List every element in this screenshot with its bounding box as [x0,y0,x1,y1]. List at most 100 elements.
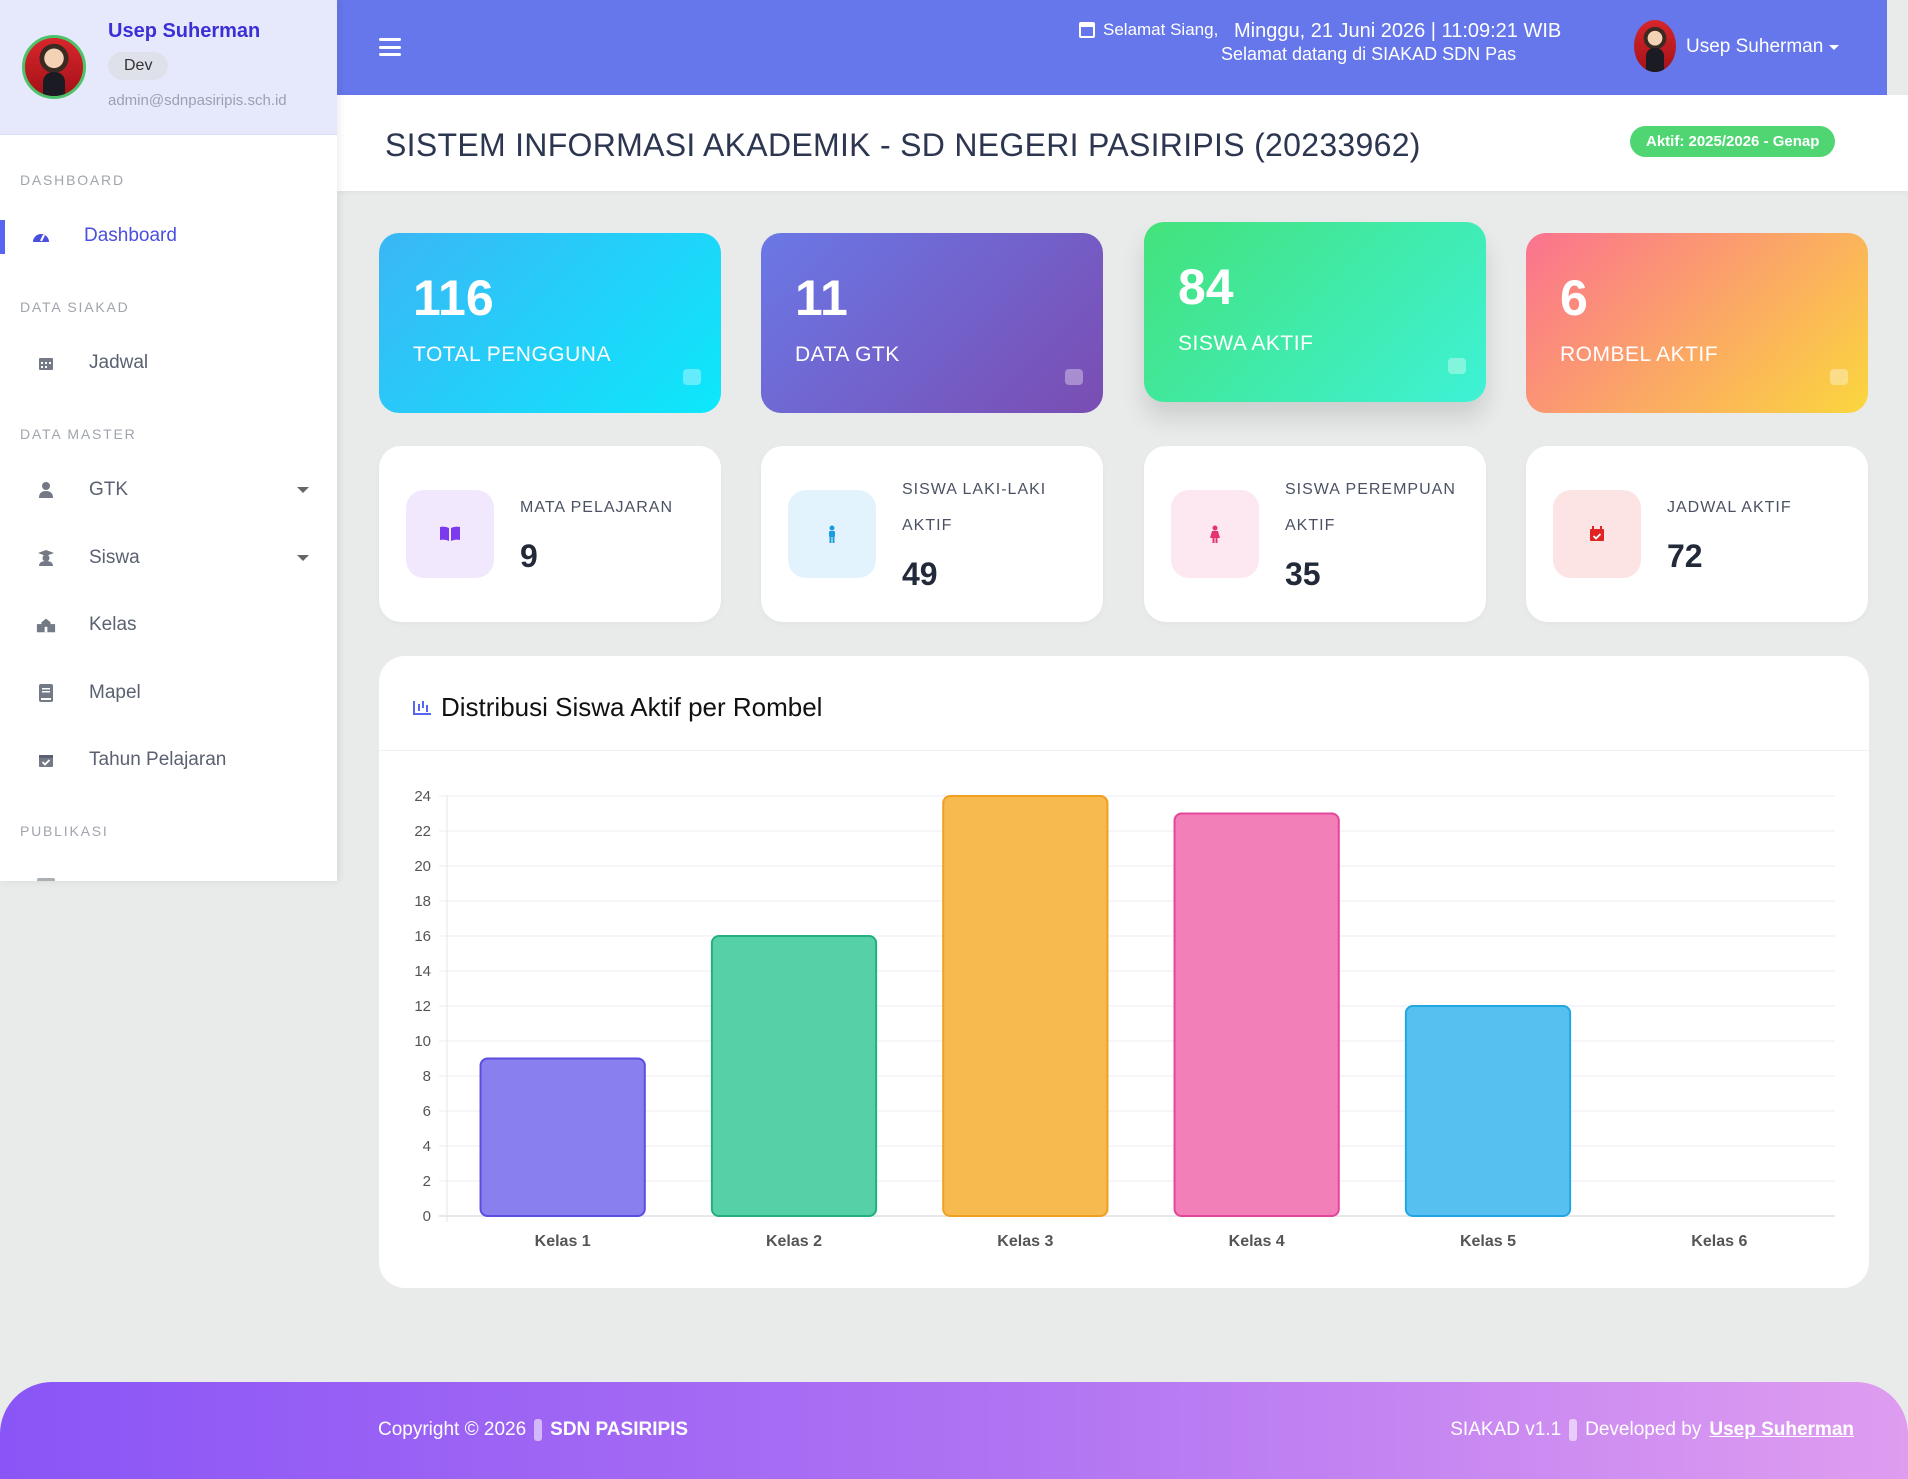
stat-label: SISWA AKTIF [1178,332,1314,355]
topbar: Selamat Siang, Minggu, 21 Juni 2026 | 11… [337,0,1887,95]
section-label-dashboard: DASHBOARD [20,172,125,188]
y-tick-label: 0 [423,1208,431,1225]
stat-label: ROMBEL AKTIF [1560,343,1719,366]
stat-label: DATA GTK [795,343,900,366]
mini-card-jadwal-aktif[interactable]: JADWAL AKTIF 72 [1526,446,1868,622]
chart-title-text: Distribusi Siswa Aktif per Rombel [441,692,823,722]
stat-value: 11 [795,270,848,326]
x-tick-label: Kelas 1 [535,1233,591,1250]
chevron-down-icon [297,487,309,493]
newspaper-icon [36,876,56,881]
role-badge: Dev [108,52,169,80]
stat-value: 6 [1560,270,1588,326]
mini-card-siswa-laki-laki[interactable]: SISWA LAKI-LAKI AKTIF 49 [761,446,1103,622]
chart-divider [379,750,1869,751]
sidebar-item-label: GTK [89,479,129,500]
clock-datetime: Minggu, 21 Juni 2026 | 11:09:21 WIB [1234,20,1562,42]
page-header: SISTEM INFORMASI AKADEMIK - SD NEGERI PA… [337,95,1908,191]
stat-card-rombel-aktif[interactable]: 6 ROMBEL AKTIF [1526,233,1868,413]
section-label-data-siakad: DATA SIAKAD [20,299,130,315]
mini-label: SISWA LAKI-LAKI AKTIF [902,481,1047,534]
greeting-text: Selamat Siang, [1103,20,1219,39]
stat-card-siswa-aktif[interactable]: 84 SISWA AKTIF [1144,222,1486,402]
x-tick-label: Kelas 5 [1460,1233,1516,1250]
sidebar-item-tahun-pelajaran[interactable]: Tahun Pelajaran [0,740,337,780]
sidebar-item-label: Tahun Pelajaran [89,749,227,770]
user-menu-name: Usep Suherman [1686,36,1824,57]
y-tick-label: 10 [414,1033,431,1050]
mini-value: 49 [902,556,938,592]
sidebar-item-label: Dashboard [84,225,177,246]
bar [710,935,878,1217]
calendar-check-icon [36,750,56,770]
greeting: Selamat Siang, [1079,20,1218,40]
x-tick-label: Kelas 4 [1229,1233,1285,1250]
x-tick-label: Kelas 6 [1691,1233,1747,1250]
y-tick-label: 16 [414,928,431,945]
section-label-data-master: DATA MASTER [20,426,137,442]
calendar-icon [36,353,56,373]
profile-email: admin@sdnpasiripis.sch.id [108,92,287,109]
school-name: SDN PASIRIPIS [550,1419,689,1440]
bar [479,1057,646,1217]
y-tick-label: 8 [423,1068,431,1085]
developed-by-text: Developed by [1585,1419,1702,1440]
y-tick-label: 24 [414,788,431,805]
user-tie-icon [36,480,56,500]
sidebar-item-siswa[interactable]: Siswa [0,538,337,578]
sidebar-item-mapel[interactable]: Mapel [0,673,337,713]
footer-right: SIAKAD v1.1 Developed by Usep Suherman [1450,1419,1854,1441]
y-tick-label: 14 [414,963,431,980]
profile-name: Usep Suherman [108,20,261,42]
user-menu[interactable]: Usep Suherman [1686,36,1840,58]
chart-bar-icon [413,700,431,715]
school-icon [36,615,56,635]
sidebar-item-label: Siswa [89,547,140,568]
page-title: SISTEM INFORMASI AKADEMIK - SD NEGERI PA… [385,127,1421,163]
sidebar-item-gtk[interactable]: GTK [0,470,337,510]
y-tick-label: 2 [423,1173,431,1190]
mini-value: 35 [1285,556,1321,592]
stat-label: TOTAL PENGGUNA [413,343,611,366]
avatar[interactable] [22,35,86,99]
footer: Copyright © 2026 SDN PASIRIPIS SIAKAD v1… [0,1382,1908,1479]
sidebar-item-label: Kelas [89,614,137,635]
sidebar-item-dashboard[interactable]: Dashboard [0,216,337,256]
footer-left: Copyright © 2026 SDN PASIRIPIS [378,1419,688,1441]
chart-title: Distribusi Siswa Aktif per Rombel [413,692,822,723]
stat-value: 116 [413,270,494,326]
mini-label: MATA PELAJARAN [520,499,673,516]
stat-card-data-gtk[interactable]: 11 DATA GTK [761,233,1103,413]
sidebar: Usep Suherman Dev admin@sdnpasiripis.sch… [0,0,337,881]
calendar-icon [1079,22,1095,38]
avatar[interactable] [1634,20,1676,72]
mini-card-siswa-perempuan[interactable]: SISWA PEREMPUAN AKTIF 35 [1144,446,1486,622]
separator-icon [1569,1419,1578,1441]
male-icon [788,490,876,578]
y-tick-label: 6 [423,1103,431,1120]
developer-link[interactable]: Usep Suherman [1709,1419,1854,1440]
stat-card-total-pengguna[interactable]: 116 TOTAL PENGGUNA [379,233,721,413]
chevron-down-icon [297,555,309,561]
graduate-icon [1448,358,1466,374]
sidebar-item-informasi[interactable] [0,866,337,881]
academic-year-badge: Aktif: 2025/2026 - Genap [1630,126,1836,157]
separator-icon [534,1419,543,1441]
mini-card-mata-pelajaran[interactable]: MATA PELAJARAN 9 [379,446,721,622]
sidebar-item-kelas[interactable]: Kelas [0,605,337,645]
version-text: SIAKAD v1.1 [1450,1419,1562,1440]
mini-value: 72 [1667,538,1703,574]
book-icon [36,683,56,703]
caret-down-icon [1829,44,1840,50]
user-icon [1065,369,1083,385]
menu-toggle-icon[interactable] [379,38,401,56]
sidebar-item-jadwal[interactable]: Jadwal [0,343,337,383]
graduate-icon [36,548,56,568]
sidebar-profile: Usep Suherman Dev admin@sdnpasiripis.sch… [0,0,337,135]
y-tick-label: 20 [414,858,431,875]
y-tick-label: 12 [414,998,431,1015]
school-icon [1830,369,1848,385]
bar [1404,1005,1572,1217]
